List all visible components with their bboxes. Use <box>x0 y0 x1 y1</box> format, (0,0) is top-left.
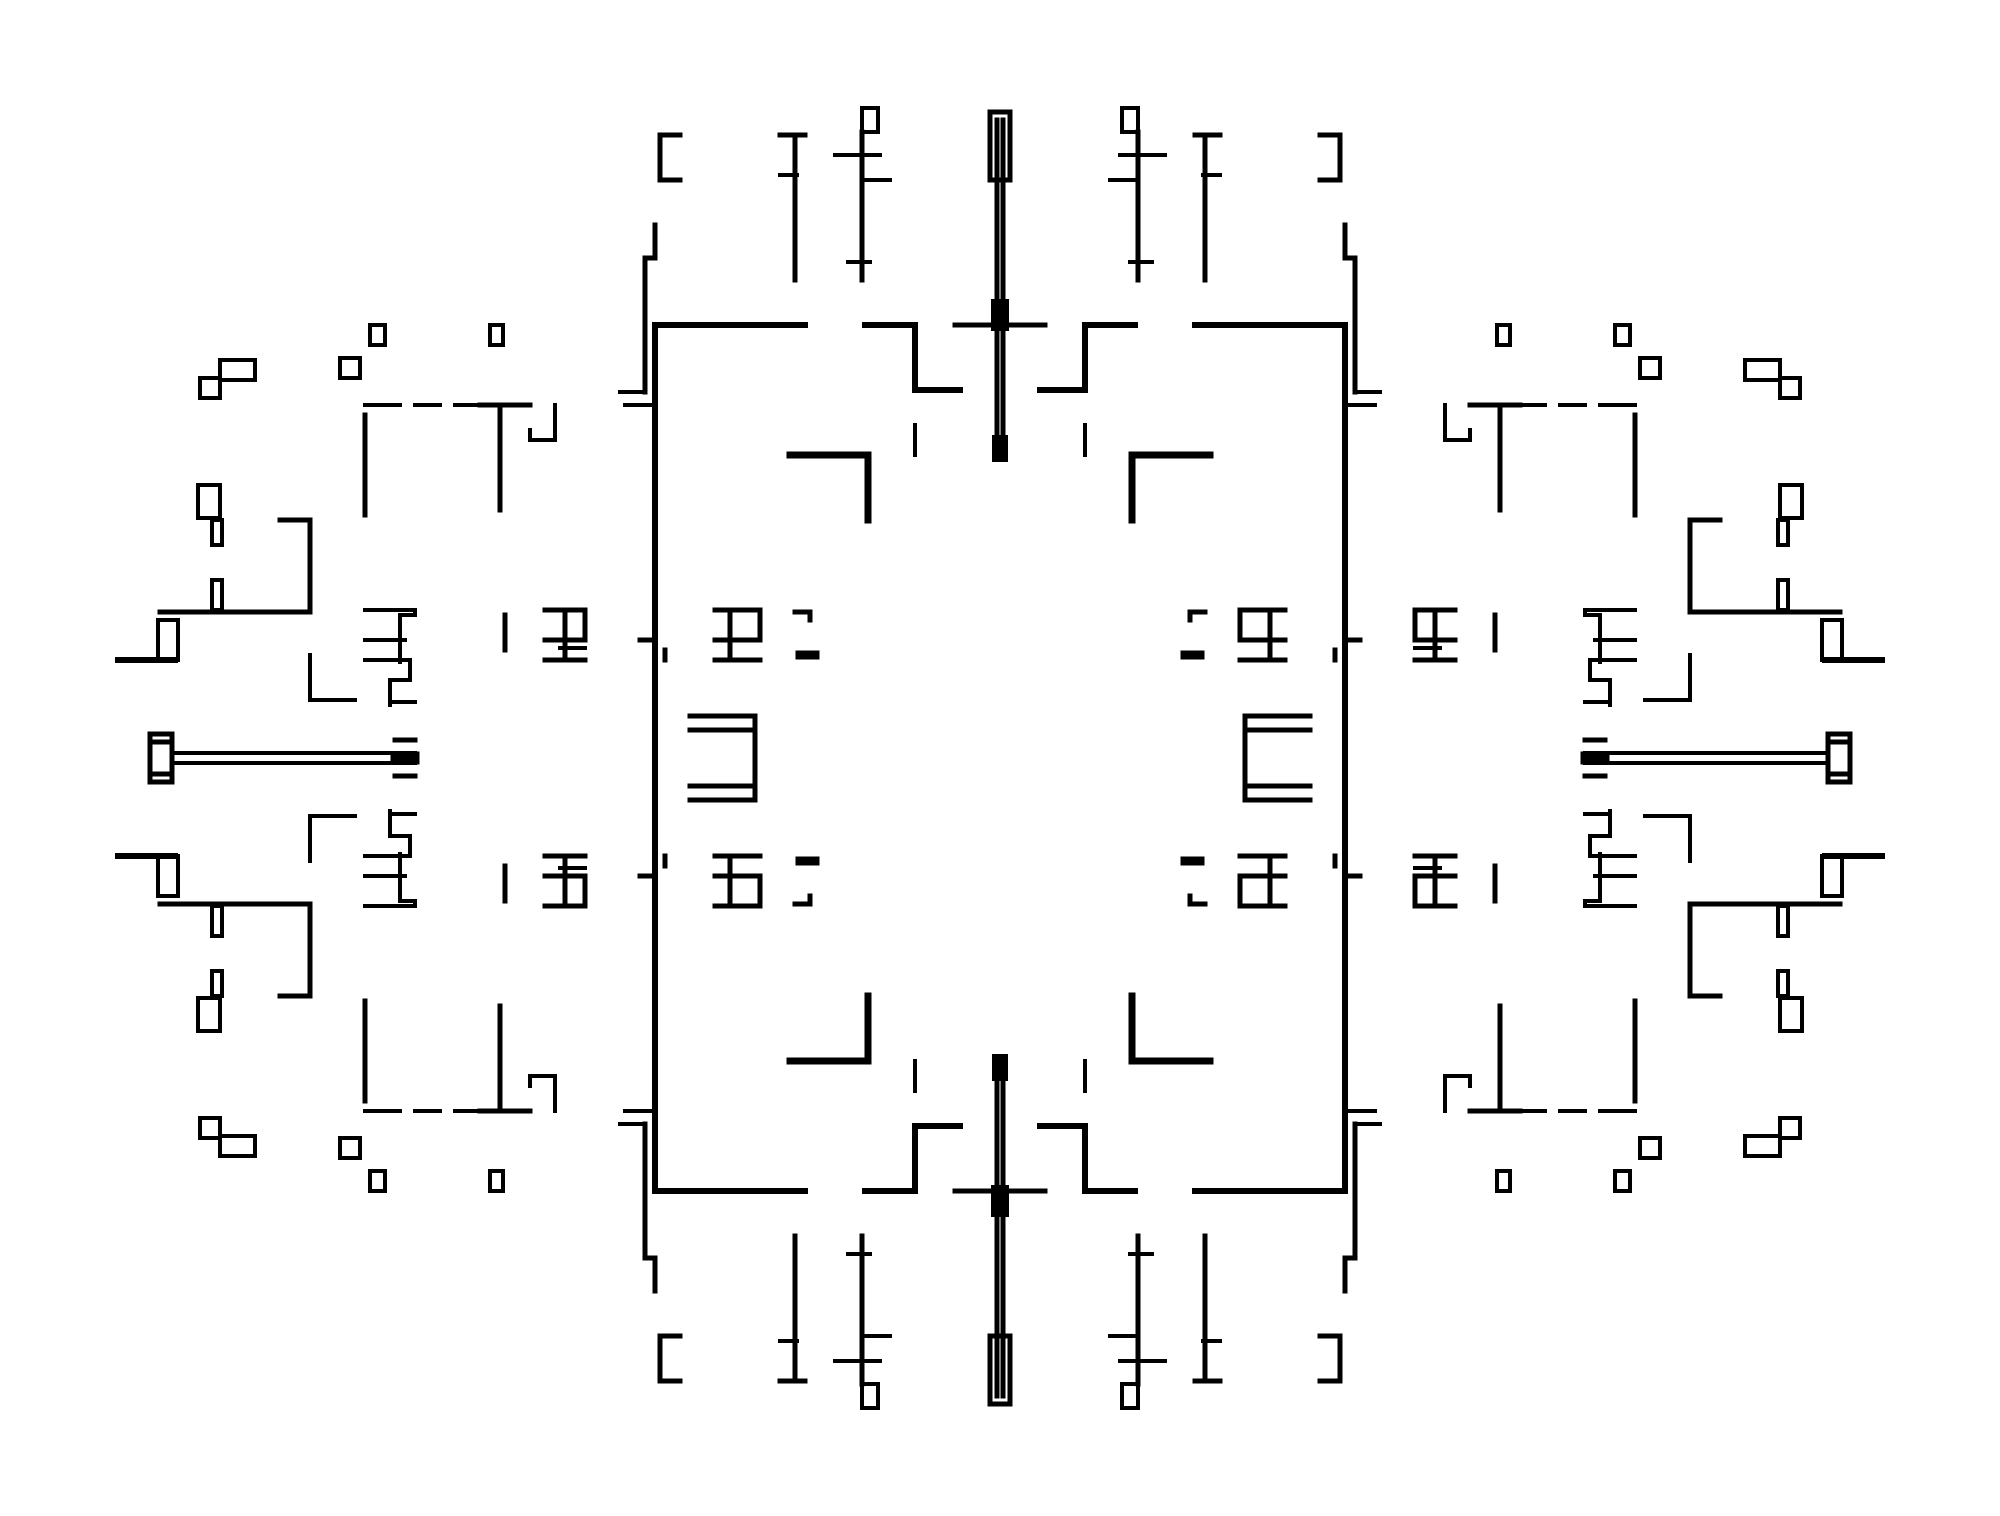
far-left-box-c-nw <box>196 483 222 520</box>
far-left-box-d-sw <box>210 969 224 998</box>
courtyard-nw-corner-nw <box>786 451 872 524</box>
left-wing-partition-ne <box>1443 403 1472 442</box>
left-wing-box-a-ne <box>1613 323 1632 347</box>
far-left-box-c-sw <box>196 996 222 1033</box>
far-left-room-wall-nw <box>157 517 313 615</box>
left-wing-partition-sw <box>528 1074 557 1113</box>
left-wing-box-a-se <box>1613 1169 1632 1193</box>
top-wing-spine-cap-se <box>987 1333 1003 1407</box>
left-wing-box-b-nw <box>338 356 362 380</box>
far-left-room-wall-ne <box>1687 517 1843 615</box>
central-north-notch-nw <box>862 322 963 393</box>
far-left-box-e-ne <box>1776 578 1790 612</box>
far-left-box-a-sw <box>198 1116 222 1140</box>
left-sub-room-b-se <box>1588 809 1637 858</box>
far-left-box-b-se <box>1743 1134 1782 1158</box>
central-north-notch-se <box>1037 1123 1138 1194</box>
top-wing-box-nw <box>860 106 880 134</box>
far-left-box-e-se <box>1776 904 1790 938</box>
left-sub-room-a-sw <box>363 852 417 908</box>
left-hut-b-ne <box>1237 607 1288 643</box>
left-wing-box-a-nw <box>368 323 387 347</box>
left-wing-box-b-ne <box>1638 356 1662 380</box>
left-sub-room-a-se <box>1583 852 1637 908</box>
left-sub-room-b-ne <box>1588 658 1637 707</box>
left-wing-box-b-sw <box>338 1136 362 1160</box>
left-hut-b-nw <box>712 607 763 643</box>
left-hut-b-tick-nw <box>792 609 813 623</box>
left-sub-room-a-ne <box>1583 608 1637 664</box>
top-wing-box-ne <box>1120 106 1140 134</box>
far-left-box-f-se <box>1820 854 1844 898</box>
far-left-box-f-nw <box>156 618 180 662</box>
far-left-box-f-sw <box>156 854 180 898</box>
far-left-box-f-ne <box>1820 618 1844 662</box>
left-sub-room-b-nw <box>363 658 412 707</box>
left-wing-box-b-se <box>1638 1136 1662 1160</box>
left-wing-window-nw <box>488 323 505 347</box>
left-wing-window-se <box>1495 1169 1512 1193</box>
central-north-notch-ne <box>1037 322 1138 393</box>
far-left-box-c-ne <box>1778 483 1804 520</box>
far-left-box-a-se <box>1778 1116 1802 1140</box>
far-left-box-a-ne <box>1778 376 1802 400</box>
far-left-room-wall-sw <box>157 901 313 999</box>
left-wing-box-a-sw <box>368 1169 387 1193</box>
left-wing-partition-nw <box>528 403 557 442</box>
courtyard-w-bracket-sw <box>687 713 758 789</box>
top-wing-spine-cap-sw <box>997 1333 1013 1407</box>
courtyard-nw-corner-sw <box>786 992 872 1065</box>
left-wing-partition-se <box>1443 1074 1472 1113</box>
courtyard-nw-corner-ne <box>1128 451 1214 524</box>
left-wing-window-ne <box>1495 323 1512 347</box>
top-wing-west-edge-nw <box>642 222 658 395</box>
left-wing-window-sw <box>488 1169 505 1193</box>
far-left-box-b-sw <box>218 1134 257 1158</box>
far-left-box-d-nw <box>210 518 224 547</box>
quadrant-se <box>987 513 1885 1410</box>
left-hut-b-tick-sw <box>792 893 813 907</box>
courtyard-w-bracket-ne <box>1242 727 1313 803</box>
top-wing-west-edge-se <box>1342 1121 1358 1294</box>
central-north-notch-sw <box>862 1123 963 1194</box>
top-wing-box-se <box>1120 1382 1140 1410</box>
far-left-end-box-sw <box>147 731 175 777</box>
far-left-end-box-se <box>1825 731 1853 777</box>
left-sub-room-b-sw <box>363 809 412 858</box>
far-left-room-wall-se <box>1687 901 1843 999</box>
far-left-box-c-se <box>1778 996 1804 1033</box>
left-hut-b-tick-se <box>1187 893 1208 907</box>
left-sub-room-a-nw <box>363 608 417 664</box>
top-wing-west-edge-sw <box>642 1121 658 1294</box>
left-hut-b-se <box>1237 873 1288 909</box>
far-left-box-e-sw <box>210 904 224 938</box>
far-left-box-e-nw <box>210 578 224 612</box>
quadrant-sw <box>115 513 1013 1410</box>
far-left-box-a-nw <box>198 376 222 400</box>
left-hut-b-sw <box>712 873 763 909</box>
left-hut-b-tick-ne <box>1187 609 1208 623</box>
far-left-box-d-se <box>1776 969 1790 998</box>
far-left-box-d-ne <box>1776 518 1790 547</box>
courtyard-nw-corner-se <box>1128 992 1214 1065</box>
top-wing-spine-cap-ne <box>987 109 1003 183</box>
courtyard-w-bracket-se <box>1242 713 1313 789</box>
wall-layer <box>115 106 1885 1410</box>
far-left-box-b-ne <box>1743 358 1782 382</box>
courtyard-w-bracket-nw <box>687 727 758 803</box>
top-wing-west-edge-ne <box>1342 222 1358 395</box>
far-left-box-b-nw <box>218 358 257 382</box>
top-wing-spine-cap-nw <box>997 109 1013 183</box>
top-wing-box-sw <box>860 1382 880 1410</box>
